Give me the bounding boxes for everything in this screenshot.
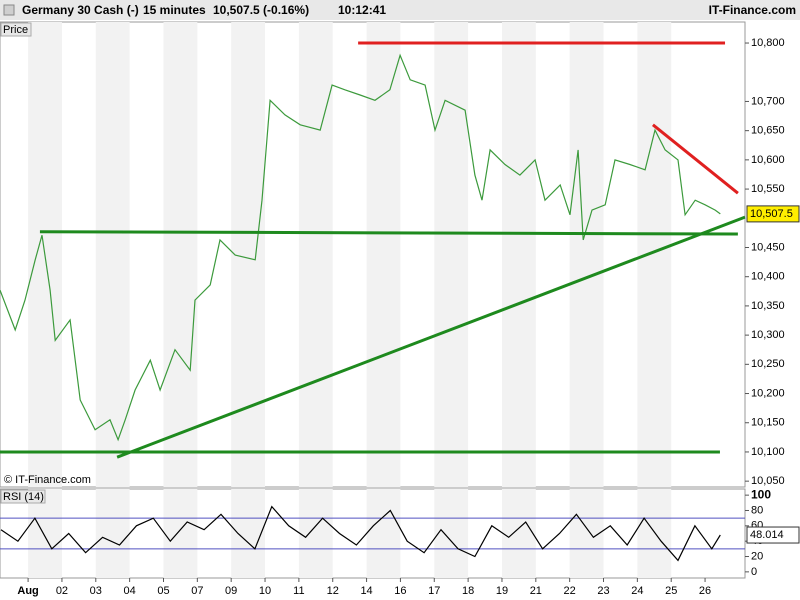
x-tick-label: 04 [124, 585, 136, 597]
y-tick-label: 10,450 [751, 241, 785, 253]
x-tick-label: 26 [699, 585, 711, 597]
last-value-label: 48.014 [750, 529, 784, 541]
rsi-line [0, 505, 721, 562]
header-bar [0, 0, 800, 20]
site: IT-Finance.com [709, 3, 796, 17]
y-tick-label: 10,350 [751, 300, 785, 312]
y-tick-label: 10,250 [751, 358, 785, 370]
day-band [569, 22, 604, 487]
day-band [95, 22, 130, 487]
day-band [569, 489, 604, 578]
trend-line [39, 230, 738, 236]
day-band [501, 489, 536, 578]
x-tick-label: 03 [90, 585, 102, 597]
x-tick-label: 10 [259, 585, 271, 597]
instrument: Germany 30 Cash (-) [22, 3, 139, 17]
day-band [637, 489, 672, 578]
x-tick-label: 12 [327, 585, 339, 597]
y-tick-label: 20 [751, 550, 763, 562]
y-tick-label: 10,100 [751, 446, 785, 458]
quote: 10,507.5 (-0.16%) [213, 3, 309, 17]
x-tick-label: 05 [157, 585, 169, 597]
x-tick-label: 14 [360, 585, 372, 597]
y-tick-label: 10,400 [751, 271, 785, 283]
trend-line [651, 123, 739, 195]
y-tick-label: 10,650 [751, 125, 785, 137]
last-value-box [746, 526, 800, 544]
x-tick-label: 18 [462, 585, 474, 597]
header-icon [3, 4, 15, 16]
y-tick-label: 10,150 [751, 417, 785, 429]
day-band [298, 489, 333, 578]
copyright: © IT-Finance.com [4, 474, 91, 486]
x-tick-label: 25 [665, 585, 677, 597]
x-tick-label: 02 [56, 585, 68, 597]
day-band [28, 489, 62, 578]
x-tick-label: 16 [394, 585, 406, 597]
last-value-label: 10,507.5 [750, 208, 793, 220]
panel-label-box [0, 489, 46, 504]
x-tick-label: 24 [631, 585, 643, 597]
y-tick-label: 0 [751, 566, 757, 578]
last-value-box [746, 205, 800, 223]
day-band [366, 22, 401, 487]
y-tick-label: 10,200 [751, 387, 785, 399]
x-tick-label: 07 [191, 585, 203, 597]
trend-line [116, 215, 746, 459]
panel-label-box [0, 22, 32, 37]
x-tick-label: 19 [496, 585, 508, 597]
x-tick-label: 22 [564, 585, 576, 597]
y-tick-label: 10,700 [751, 95, 785, 107]
y-tick-label: 10,050 [751, 475, 785, 487]
x-tick-label: 09 [225, 585, 237, 597]
day-band [366, 489, 401, 578]
x-tick-label: 11 [293, 585, 304, 597]
day-band [231, 489, 266, 578]
y-tick-label: 10,800 [751, 37, 785, 49]
x-tick-label: 17 [428, 585, 440, 597]
day-band [434, 22, 469, 487]
day-band [434, 489, 469, 578]
day-band [231, 22, 266, 487]
x-tick-label: 21 [530, 585, 542, 597]
panel-label: RSI (14) [3, 491, 44, 503]
panel-label: Price [3, 24, 28, 36]
y-tick-label: 100 [751, 487, 771, 501]
time: 10:12:41 [338, 3, 386, 17]
x-tick-label: Aug [17, 585, 38, 597]
y-tick-label: 10,300 [751, 329, 785, 341]
interval: 15 minutes [143, 3, 206, 17]
day-band [501, 22, 536, 487]
day-band [95, 489, 130, 578]
day-band [637, 22, 672, 487]
x-tick-label: 23 [597, 585, 609, 597]
y-tick-label: 80 [751, 504, 763, 516]
y-tick-label: 10,550 [751, 183, 785, 195]
day-band [163, 22, 198, 487]
day-band [163, 489, 198, 578]
day-band [298, 22, 333, 487]
price-line [0, 53, 721, 442]
y-tick-label: 10,600 [751, 154, 785, 166]
